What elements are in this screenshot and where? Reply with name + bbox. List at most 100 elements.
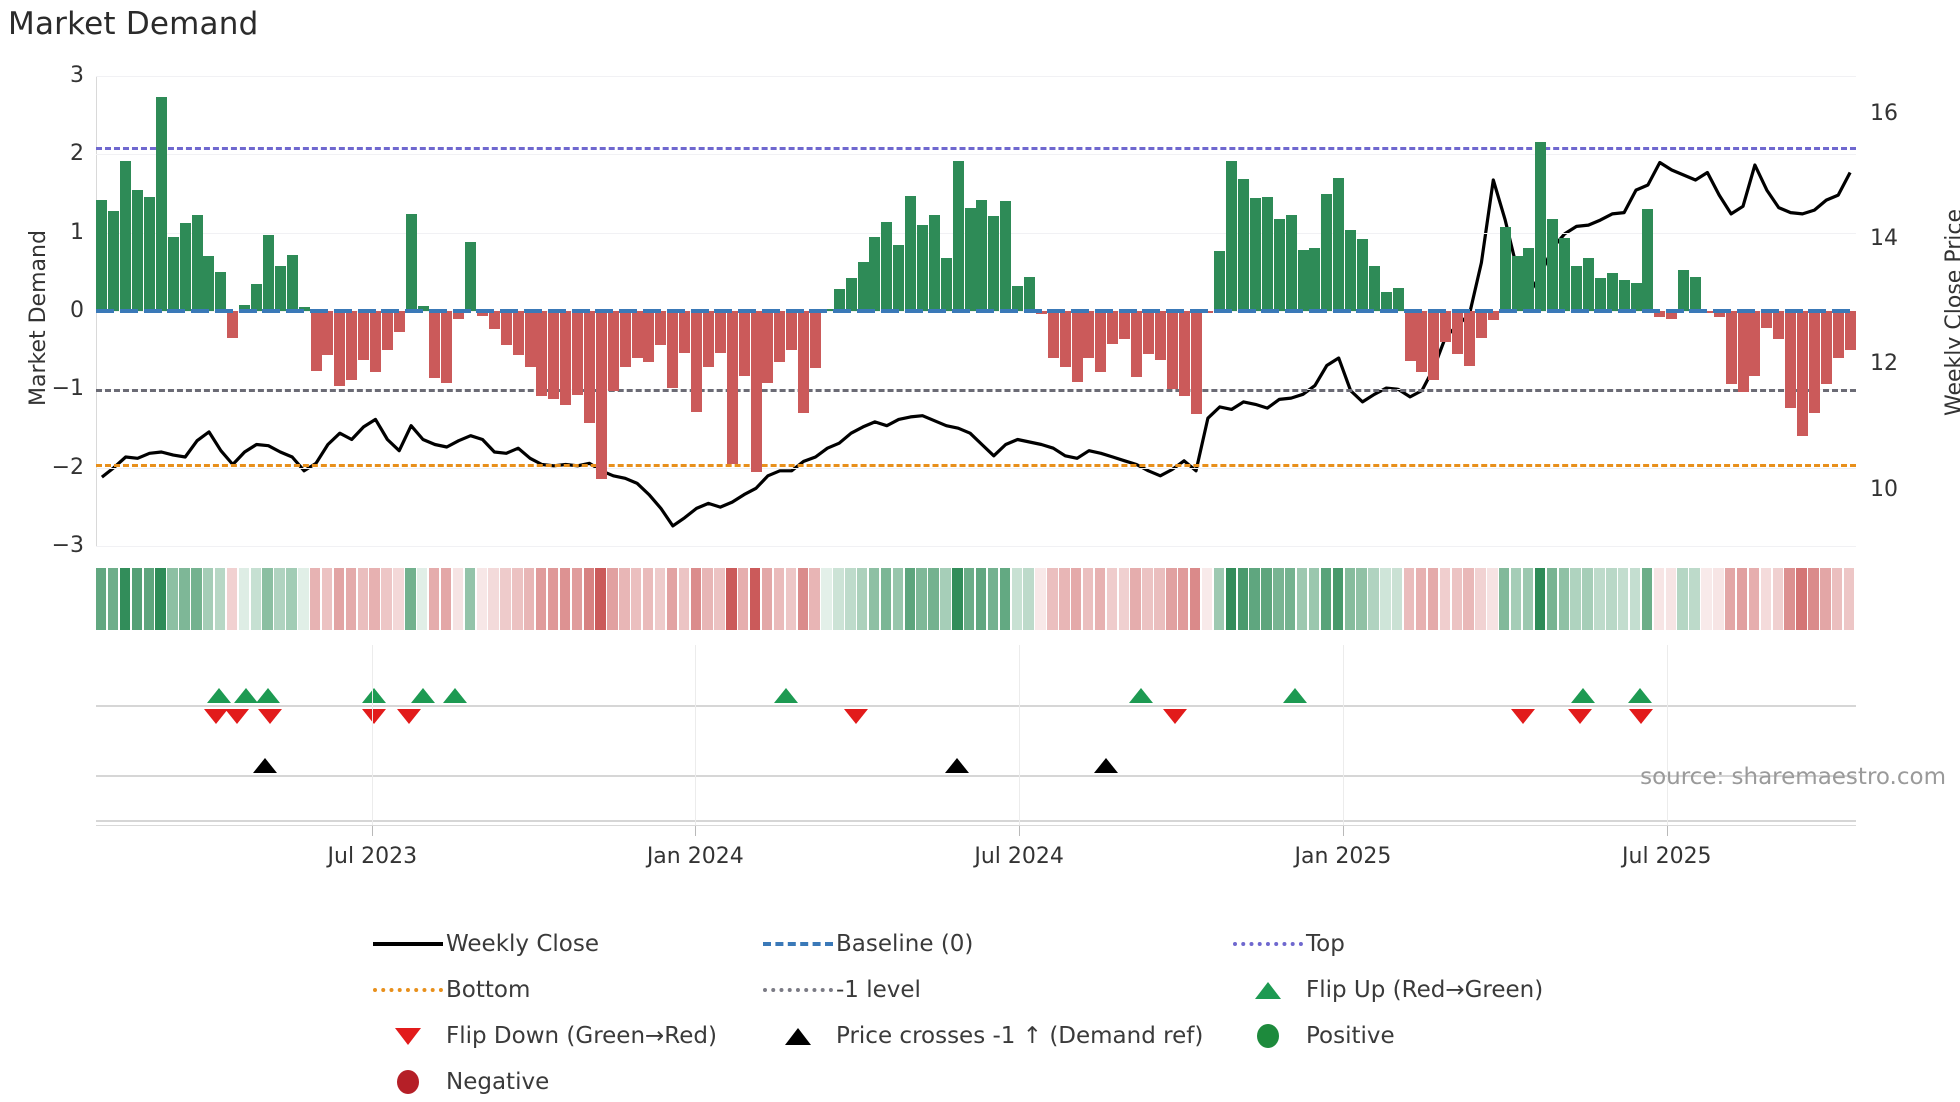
demand-bar	[1440, 311, 1452, 343]
heat-cell	[1522, 568, 1534, 630]
demand-bar	[1559, 238, 1571, 311]
heat-cell	[1832, 568, 1843, 630]
x-tick	[372, 826, 374, 836]
heat-cell	[535, 568, 547, 630]
demand-bar	[1487, 311, 1499, 321]
right-tick-label: 14	[1870, 225, 1898, 251]
demand-bar	[1428, 311, 1440, 380]
triangle-up-icon	[1230, 981, 1306, 999]
demand-bar	[1737, 311, 1749, 393]
heat-cell	[1035, 568, 1046, 630]
legend-item-positive[interactable]: Positive	[1230, 1017, 1630, 1055]
heat-cell	[1487, 568, 1498, 630]
demand-bar	[1321, 193, 1333, 311]
dotted-line-swatch	[370, 988, 446, 992]
heat-cell	[607, 568, 618, 630]
heat-cell	[1071, 568, 1082, 630]
demand-bar	[488, 311, 500, 330]
legend-item-negative[interactable]: Negative	[370, 1063, 760, 1101]
heat-cell	[642, 568, 654, 630]
demand-bar	[1499, 227, 1511, 311]
heat-cell	[1736, 568, 1748, 630]
baseline-segment	[1332, 309, 1351, 313]
x-tick-label: Jan 2025	[1294, 844, 1392, 869]
heat-cell	[1784, 568, 1795, 630]
demand-heat-strip	[96, 568, 1856, 630]
heat-cell	[1582, 568, 1593, 630]
demand-bar	[1725, 311, 1737, 384]
flip-up-marker	[443, 688, 468, 703]
gridline	[96, 154, 1856, 156]
baseline-segment	[524, 309, 543, 313]
x-tick	[1019, 826, 1021, 836]
heat-cell	[761, 568, 773, 630]
demand-bar	[548, 311, 560, 399]
x-tick-label: Jul 2025	[1622, 844, 1712, 869]
baseline-segment	[1618, 309, 1637, 313]
demand-bar	[584, 311, 595, 424]
heat-cell	[1510, 568, 1522, 630]
legend-item-top[interactable]: Top	[1230, 925, 1630, 963]
lane-tick-guide	[1666, 645, 1668, 825]
demand-bar	[738, 311, 750, 377]
demand-bar	[358, 311, 370, 360]
baseline-segment	[857, 309, 876, 313]
price-cross-marker	[944, 758, 969, 773]
baseline-segment	[1522, 309, 1541, 313]
demand-bar	[643, 311, 655, 362]
legend-item-minus1[interactable]: -1 level	[760, 971, 1230, 1009]
heat-cell	[1166, 568, 1177, 630]
demand-bar	[144, 196, 155, 311]
heat-cell	[262, 568, 273, 630]
flip-down-marker	[362, 709, 387, 724]
heat-cell	[1427, 568, 1439, 630]
demand-bar	[251, 284, 263, 311]
legend-item-baseline[interactable]: Baseline (0)	[760, 925, 1230, 963]
heat-cell	[1725, 568, 1736, 630]
demand-bar	[227, 311, 239, 339]
demand-bar	[631, 311, 643, 358]
demand-bar	[1642, 209, 1654, 311]
baseline-segment	[1832, 309, 1851, 313]
legend-item-flip-down[interactable]: Flip Down (Green→Red)	[370, 1017, 760, 1055]
heat-cell	[333, 568, 345, 630]
baseline-segment	[1784, 309, 1803, 313]
baseline-segment	[262, 309, 281, 313]
heat-cell	[155, 568, 166, 630]
demand-bar	[286, 254, 298, 311]
demand-bar	[179, 223, 191, 311]
baseline-segment	[619, 309, 638, 313]
heat-cell	[1570, 568, 1581, 630]
legend-item-price-cross[interactable]: Price crosses -1 ↑ (Demand ref)	[760, 1017, 1230, 1055]
heat-cell	[167, 568, 178, 630]
left-tick-label: 3	[70, 63, 84, 88]
heat-cell	[1403, 568, 1415, 630]
baseline-segment	[1451, 309, 1470, 313]
legend-item-bottom[interactable]: Bottom	[370, 971, 760, 1009]
baseline-segment	[1713, 309, 1732, 313]
baseline-segment	[904, 309, 923, 313]
demand-bar	[120, 160, 132, 311]
baseline-segment	[1190, 309, 1208, 313]
dotted-line-swatch	[760, 988, 836, 992]
legend-label: Positive	[1306, 1023, 1395, 1049]
demand-bar	[1630, 282, 1642, 311]
demand-bar	[893, 245, 905, 311]
legend-item-weekly-close[interactable]: Weekly Close	[370, 925, 760, 963]
legend-item-flip-up[interactable]: Flip Up (Red→Green)	[1230, 971, 1630, 1009]
heat-cell	[369, 568, 380, 630]
demand-bar	[619, 311, 631, 368]
baseline-segment	[1380, 309, 1399, 313]
heat-cell	[1392, 568, 1403, 630]
baseline-segment	[999, 309, 1018, 313]
demand-bar	[108, 210, 120, 311]
demand-bar	[1238, 179, 1250, 311]
baseline-segment	[286, 309, 305, 313]
right-axis-title: Weekly Close Price	[1942, 209, 1960, 416]
demand-bar	[774, 311, 786, 362]
heat-cell	[571, 568, 583, 630]
demand-bar	[655, 311, 667, 346]
baseline-segment	[785, 309, 804, 313]
baseline-segment	[761, 309, 780, 313]
baseline-segment	[1594, 309, 1613, 313]
